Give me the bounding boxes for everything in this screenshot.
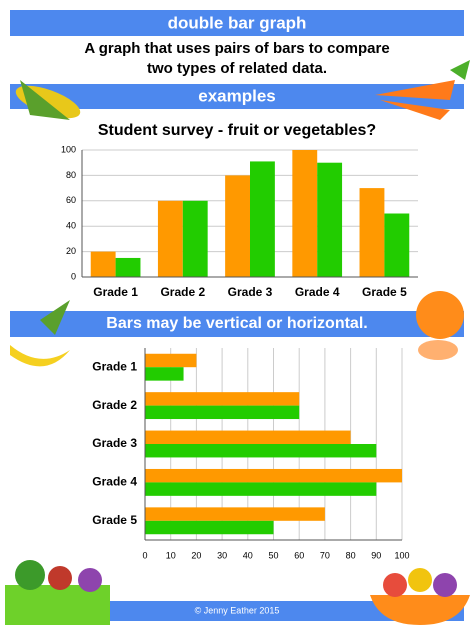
section-title: examples xyxy=(198,86,276,105)
x-tick-label: 0 xyxy=(142,550,147,560)
chart-title: Student survey - fruit or vegetables? xyxy=(98,122,376,139)
bar xyxy=(145,405,300,420)
y-tick-label: Grade 2 xyxy=(92,398,137,412)
y-tick-label: 60 xyxy=(66,195,76,205)
x-tick-label: 10 xyxy=(166,550,176,560)
definition-line: two types of related data. xyxy=(147,60,327,77)
y-tick-label: Grade 5 xyxy=(92,513,137,527)
x-tick-label: 80 xyxy=(346,550,356,560)
x-tick-label: Grade 5 xyxy=(362,285,407,299)
bar xyxy=(384,213,410,277)
y-tick-label: 0 xyxy=(71,271,76,281)
y-tick-label: 80 xyxy=(66,170,76,180)
bar xyxy=(145,520,274,535)
bar xyxy=(145,468,402,483)
x-tick-label: 70 xyxy=(320,550,330,560)
vegetable-basket-icon xyxy=(5,560,110,625)
x-tick-label: Grade 3 xyxy=(228,285,273,299)
bar xyxy=(317,162,343,277)
bar xyxy=(145,367,184,381)
page-title: double bar graph xyxy=(168,13,307,32)
bar xyxy=(292,150,318,277)
bar xyxy=(145,444,377,458)
peach-icon xyxy=(416,291,464,360)
y-tick-label: 20 xyxy=(66,246,76,256)
banana-icon xyxy=(10,300,70,367)
y-tick-label: Grade 3 xyxy=(92,436,137,450)
note-banner xyxy=(10,311,464,337)
bar xyxy=(145,507,325,521)
section-banner xyxy=(10,84,464,109)
x-tick-label: 50 xyxy=(268,550,278,560)
x-tick-label: 40 xyxy=(243,550,253,560)
bar xyxy=(145,353,197,368)
definition-line: A graph that uses pairs of bars to compa… xyxy=(84,40,389,57)
bar xyxy=(145,482,377,496)
footer-banner xyxy=(10,601,464,621)
x-tick-label: 60 xyxy=(294,550,304,560)
bar xyxy=(157,200,183,277)
y-tick-label: 100 xyxy=(61,144,76,154)
carrot-icon xyxy=(375,60,470,120)
x-tick-label: Grade 4 xyxy=(295,285,340,299)
bar xyxy=(359,188,385,277)
x-tick-label: 90 xyxy=(371,550,381,560)
x-tick-label: 30 xyxy=(217,550,227,560)
bar xyxy=(145,430,351,444)
bar xyxy=(145,392,300,406)
fruit-basket-icon xyxy=(370,568,470,625)
footer: © Jenny Eather 2015 xyxy=(195,605,280,615)
y-tick-label: 40 xyxy=(66,221,76,231)
bar xyxy=(115,257,141,277)
y-tick-label: Grade 1 xyxy=(92,359,137,373)
bar xyxy=(225,175,250,277)
x-tick-label: Grade 2 xyxy=(160,285,205,299)
bar xyxy=(182,200,208,277)
note: Bars may be vertical or horizontal. xyxy=(106,315,367,332)
title-banner xyxy=(10,10,464,36)
x-tick-label: 100 xyxy=(394,550,409,560)
bar xyxy=(250,161,275,277)
x-tick-label: Grade 1 xyxy=(93,285,138,299)
y-tick-label: Grade 4 xyxy=(92,475,137,489)
corn-icon xyxy=(15,80,81,120)
bar xyxy=(90,251,116,277)
x-tick-label: 20 xyxy=(191,550,201,560)
